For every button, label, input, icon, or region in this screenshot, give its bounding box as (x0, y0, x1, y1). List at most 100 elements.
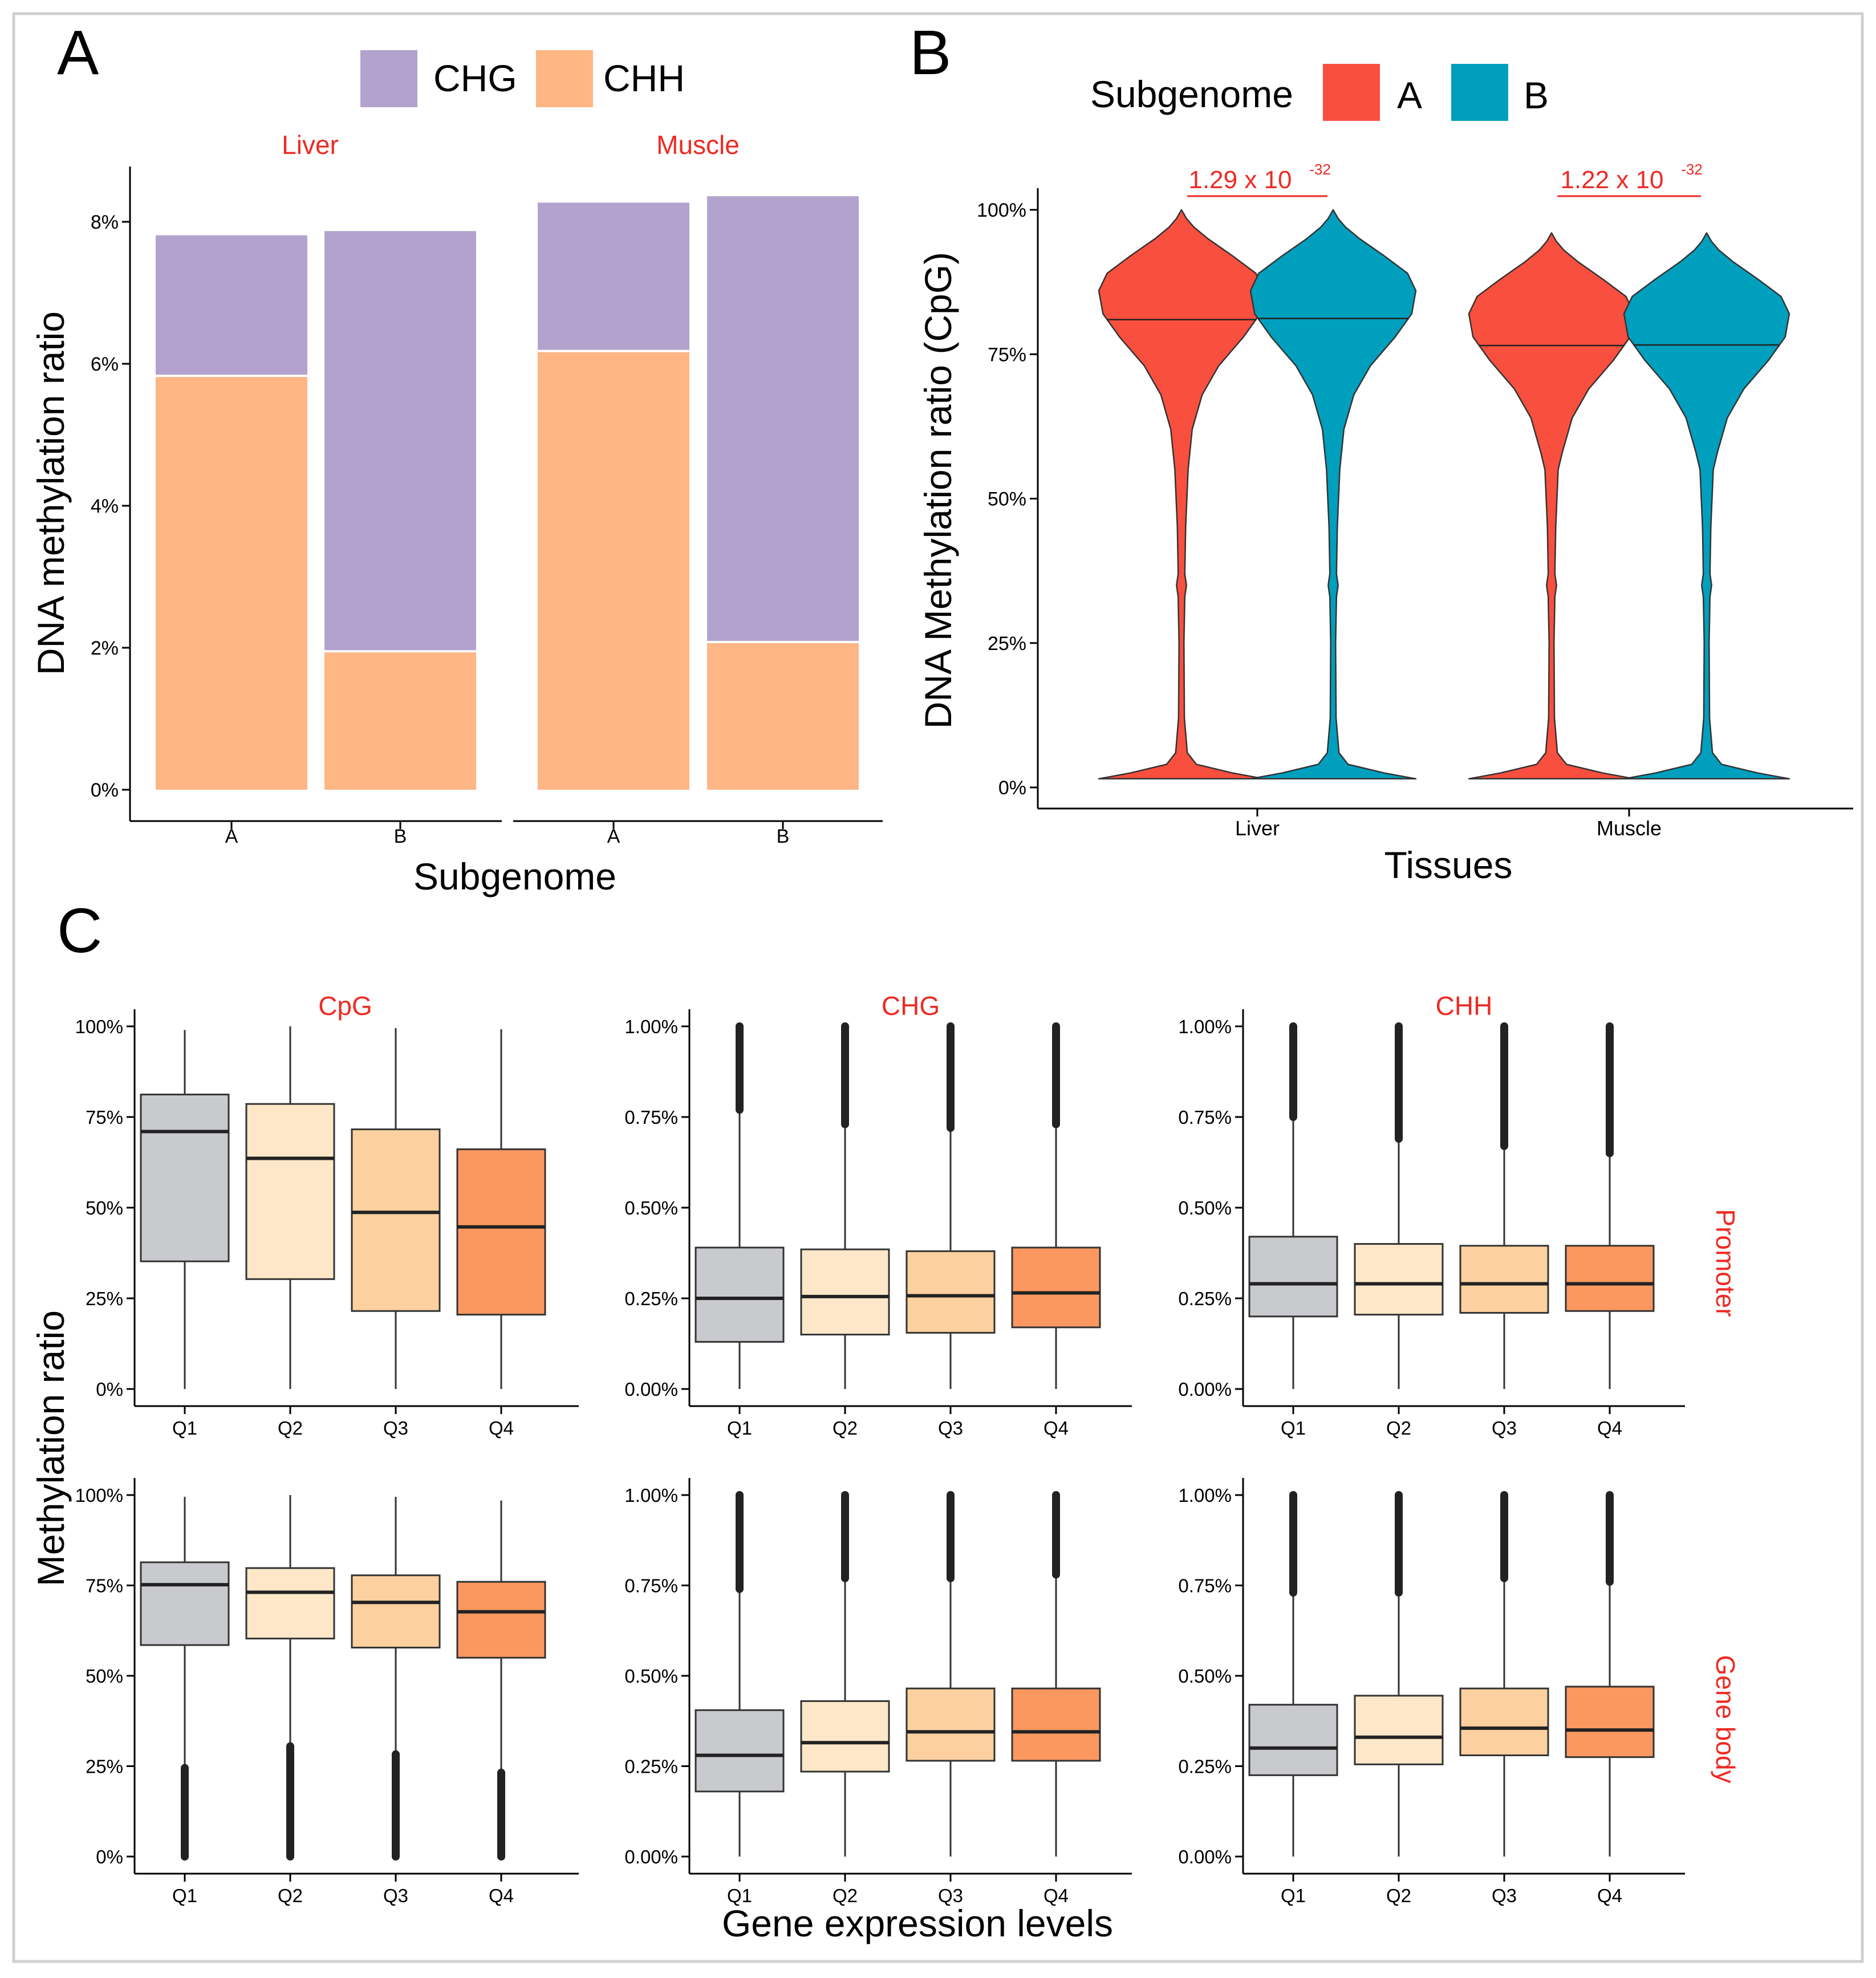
b-x-axis-title: Tissues (1384, 844, 1513, 886)
c-column-title: CpG (318, 991, 372, 1021)
c-x-axis-title: Gene expression levels (722, 1902, 1113, 1944)
c-y-tick-label: 0.25% (624, 1756, 678, 1777)
c-x-tick-label: Q1 (727, 1418, 752, 1439)
a-facet-title: Muscle (656, 130, 740, 160)
c-x-tick-label: Q2 (1386, 1885, 1411, 1906)
c-box-q2 (245, 1103, 335, 1280)
c-y-tick-label: 25% (86, 1756, 123, 1777)
c-x-tick-label: Q3 (938, 1418, 963, 1439)
c-box-q4 (1565, 1685, 1655, 1758)
legend-swatch-chg (360, 50, 417, 107)
b-violin-liver-a (1098, 209, 1265, 780)
c-row-title: Gene body (1711, 1655, 1740, 1783)
b-y-tick-label: 50% (988, 489, 1026, 510)
a-bar-chh (538, 351, 689, 790)
b-legend-swatch-b (1451, 64, 1508, 121)
a-bar-chg (707, 196, 859, 643)
c-y-tick-label: 1.00% (624, 1016, 678, 1037)
c-x-tick-label: Q2 (1386, 1418, 1411, 1439)
a-bar-chg (538, 202, 689, 351)
c-box-q2 (1354, 1243, 1444, 1316)
b-legend-label-a: A (1397, 74, 1422, 116)
c-box-q1 (140, 1561, 230, 1646)
c-x-tick-label: Q4 (1597, 1885, 1622, 1906)
c-box-q2 (800, 1248, 890, 1336)
b-pvalue-exponent: -32 (1681, 161, 1703, 178)
b-y-tick-label: 75% (988, 344, 1026, 365)
c-y-tick-label: 0.00% (1178, 1846, 1232, 1867)
b-legend-swatch-a (1323, 64, 1380, 121)
c-x-tick-label: Q1 (1281, 1418, 1306, 1439)
b-x-tick-label: Liver (1235, 817, 1280, 840)
c-x-tick-label: Q3 (383, 1885, 408, 1906)
c-y-tick-label: 75% (86, 1575, 123, 1597)
c-box-q3 (905, 1687, 996, 1762)
a-y-tick-label: 0% (91, 779, 119, 801)
b-pvalue-base: 1.22 x 10 (1560, 166, 1663, 194)
b-pvalue-exponent: -32 (1309, 161, 1331, 178)
b-x-tick-label: Muscle (1597, 817, 1662, 840)
a-y-tick-label: 2% (91, 637, 119, 659)
a-bar-chh (156, 376, 307, 790)
b-violin-muscle-a (1468, 232, 1635, 780)
c-box-q4 (456, 1581, 546, 1659)
c-box-q1 (1248, 1704, 1338, 1776)
panel-a: CHG CHH 0% 2% 4% 6% 8% Liver A B Muscle A B Subgenome… (30, 50, 883, 897)
b-y-tick-label: 25% (988, 633, 1026, 655)
c-x-tick-label: Q4 (1043, 1418, 1069, 1439)
c-y-tick-label: 100% (75, 1016, 123, 1037)
c-x-tick-label: Q1 (172, 1885, 197, 1906)
c-x-tick-label: Q2 (278, 1885, 303, 1906)
c-box-q2 (1354, 1695, 1444, 1765)
c-row-title: Promoter (1711, 1209, 1740, 1317)
c-x-tick-label: Q4 (489, 1418, 514, 1439)
legend-label-chg: CHG (433, 57, 517, 99)
c-x-tick-label: Q4 (489, 1885, 514, 1906)
c-y-tick-label: 0.50% (1178, 1666, 1232, 1687)
panel-b: Subgenome A B 0% 25% 50% 75% 100% Liver 1.29 x 10… (917, 64, 1853, 886)
c-x-tick-label: Q2 (833, 1885, 858, 1906)
b-pvalue-base: 1.29 x 10 (1188, 166, 1292, 194)
c-box-q4 (1011, 1246, 1101, 1329)
c-y-tick-label: 0.75% (1178, 1107, 1232, 1128)
c-x-tick-label: Q3 (1492, 1418, 1517, 1439)
c-y-tick-label: 75% (86, 1107, 123, 1128)
c-x-tick-label: Q4 (1043, 1885, 1069, 1906)
a-y-tick-label: 6% (91, 354, 119, 375)
c-y-tick-label: 0.25% (624, 1288, 678, 1309)
b-legend-title: Subgenome (1090, 73, 1293, 115)
c-y-tick-label: 25% (86, 1288, 123, 1309)
c-x-tick-label: Q2 (278, 1418, 303, 1439)
c-x-tick-label: Q1 (727, 1885, 752, 1906)
c-box-q4 (1011, 1687, 1101, 1762)
c-column-title: CHH (1436, 991, 1493, 1021)
a-bar-chh (324, 651, 476, 790)
c-y-tick-label: 0.25% (1178, 1288, 1232, 1309)
c-box-q4 (1565, 1245, 1655, 1312)
c-y-tick-label: 0.00% (624, 1846, 678, 1867)
a-x-axis-title: Subgenome (413, 855, 616, 897)
c-x-tick-label: Q4 (1597, 1418, 1622, 1439)
b-y-tick-label: 100% (977, 200, 1026, 221)
c-y-tick-label: 0.50% (1178, 1197, 1232, 1219)
a-bar-chh (707, 642, 859, 790)
c-y-tick-label: 100% (75, 1485, 123, 1506)
a-x-tick-label: B (394, 826, 407, 847)
c-y-tick-label: 0% (96, 1379, 123, 1400)
b-violin-liver-b (1249, 209, 1417, 780)
panel-label-a: A (57, 18, 99, 88)
c-box-q3 (351, 1128, 441, 1312)
panel-label-b: B (909, 18, 951, 88)
c-y-tick-label: 0.25% (1178, 1756, 1232, 1777)
c-y-tick-label: 0% (96, 1846, 123, 1867)
c-x-tick-label: Q1 (172, 1418, 197, 1439)
c-y-tick-label: 0.75% (1178, 1575, 1232, 1597)
c-box-q2 (245, 1567, 335, 1640)
a-y-axis-title: DNA methylation ratio (30, 311, 72, 675)
c-y-tick-label: 0.75% (624, 1107, 678, 1128)
c-x-tick-label: Q3 (1492, 1885, 1517, 1906)
b-violin-muscle-b (1623, 232, 1790, 780)
a-x-tick-label: B (777, 826, 790, 847)
c-box-q4 (456, 1148, 546, 1316)
